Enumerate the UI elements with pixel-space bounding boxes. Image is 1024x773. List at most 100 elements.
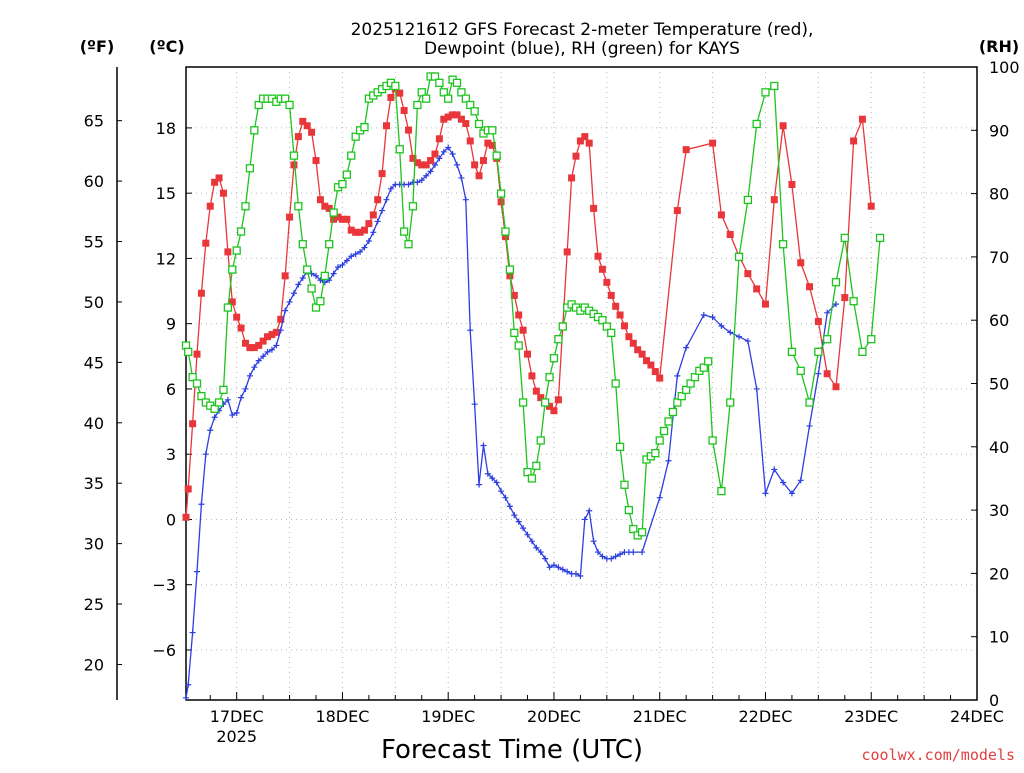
temperature-point (281, 272, 289, 280)
dewpoint-point (251, 364, 258, 371)
dewpoint-point (189, 629, 196, 636)
temperature-point (259, 337, 267, 345)
rh-point (320, 271, 329, 281)
unit-label-celsius: (ºC) (149, 37, 184, 56)
dewpoint-point (524, 531, 531, 538)
temperature-point (312, 157, 320, 165)
rh-tick-label: 70 (989, 248, 1009, 267)
temperature-point (726, 230, 734, 238)
dewpoint-point (290, 290, 297, 297)
temperature-point (634, 346, 642, 354)
dewpoint-point (387, 185, 394, 192)
rh-point (637, 528, 647, 537)
temperature-point (524, 350, 532, 358)
temperature-point (435, 135, 443, 143)
rh-point (540, 398, 550, 407)
temperature-point (387, 93, 395, 101)
dewpoint-point (484, 470, 491, 477)
celsius-tick-label: 3 (166, 445, 176, 464)
temperature-point (272, 328, 280, 336)
temperature-point (457, 115, 465, 123)
temperature-point (400, 107, 408, 115)
series-rh (181, 72, 885, 540)
rh-point (624, 505, 634, 515)
dewpoint-point (608, 555, 615, 562)
rh-point (673, 398, 682, 407)
temperature-point (607, 291, 615, 299)
temperature-point (814, 318, 822, 326)
rh-point (496, 189, 506, 198)
dewpoint-point (330, 270, 337, 277)
dewpoint-point (771, 466, 778, 473)
dewpoint-point (709, 314, 716, 321)
celsius-tick-label: 9 (166, 315, 176, 334)
dewpoint-point (458, 174, 465, 181)
rh-point (228, 265, 237, 274)
dewpoint-point (383, 196, 390, 203)
dewpoint-point (326, 277, 333, 284)
temperature-point (299, 117, 307, 125)
dewpoint-point (246, 372, 253, 379)
temperature-point (440, 115, 448, 123)
rh-point (554, 335, 563, 344)
x-tick-label: 21DEC (633, 707, 687, 726)
rh-point (668, 407, 678, 417)
dewpoint-point (656, 494, 663, 501)
temperature-point (576, 137, 584, 145)
temperature-point (347, 226, 355, 234)
dewpoint-point (727, 329, 734, 336)
rh-point (457, 88, 466, 97)
temperature-point (546, 402, 554, 410)
dewpoint-point (493, 479, 500, 486)
rh-point (620, 480, 629, 489)
dewpoint-point (630, 549, 637, 556)
temperature-point (515, 311, 523, 319)
rh-point (214, 398, 224, 407)
rh-tick-label: 50 (989, 375, 1009, 394)
dewpoint-point (815, 370, 822, 377)
dewpoint-point (454, 161, 461, 168)
temperature-point (612, 302, 620, 310)
rh-point (298, 240, 307, 249)
dewpoint-point (211, 414, 218, 421)
dewpoint-point (194, 568, 201, 575)
dewpoint-point (520, 525, 527, 532)
rh-point (188, 373, 197, 382)
fahrenheit-tick-label: 35 (84, 474, 104, 493)
x-tick-label: 22DEC (738, 707, 792, 726)
dewpoint-point (753, 385, 760, 392)
temperature-point (528, 372, 536, 380)
temperature-point (585, 139, 593, 147)
fahrenheit-tick-label: 65 (84, 112, 104, 131)
rh-point (686, 379, 695, 388)
temperature-point (779, 122, 787, 130)
chart-title-line2: Dewpoint (blue), RH (green) for KAYS (424, 39, 740, 59)
dewpoint-point (449, 151, 456, 158)
fahrenheit-tick-label: 30 (84, 535, 104, 554)
rh-point (408, 202, 418, 211)
rh-point (289, 151, 299, 160)
rh-tick-label: 0 (989, 691, 999, 710)
fahrenheit-tick-label: 50 (84, 293, 104, 312)
rh-point (536, 436, 545, 445)
celsius-tick-label: −3 (152, 576, 176, 595)
dewpoint-point (542, 555, 549, 562)
temperature-point (211, 178, 219, 186)
temperature-point (343, 215, 351, 223)
temperature-point (841, 294, 849, 302)
temperature-point (233, 313, 241, 321)
rh-point (281, 94, 290, 103)
temperature-point (334, 213, 342, 221)
dewpoint-point (183, 694, 189, 701)
temperature-point (290, 161, 298, 169)
dewpoint-point (617, 551, 624, 558)
dewpoint-point (502, 494, 509, 501)
credit-text: coolwx.com/models (861, 746, 1015, 764)
dewpoint-point (414, 179, 421, 186)
temperature-point (427, 157, 435, 165)
rh-point (602, 322, 611, 331)
temperature-point (806, 283, 814, 291)
dewpoint-point (370, 229, 377, 236)
rh-point (342, 170, 351, 179)
rh-point (704, 357, 713, 366)
